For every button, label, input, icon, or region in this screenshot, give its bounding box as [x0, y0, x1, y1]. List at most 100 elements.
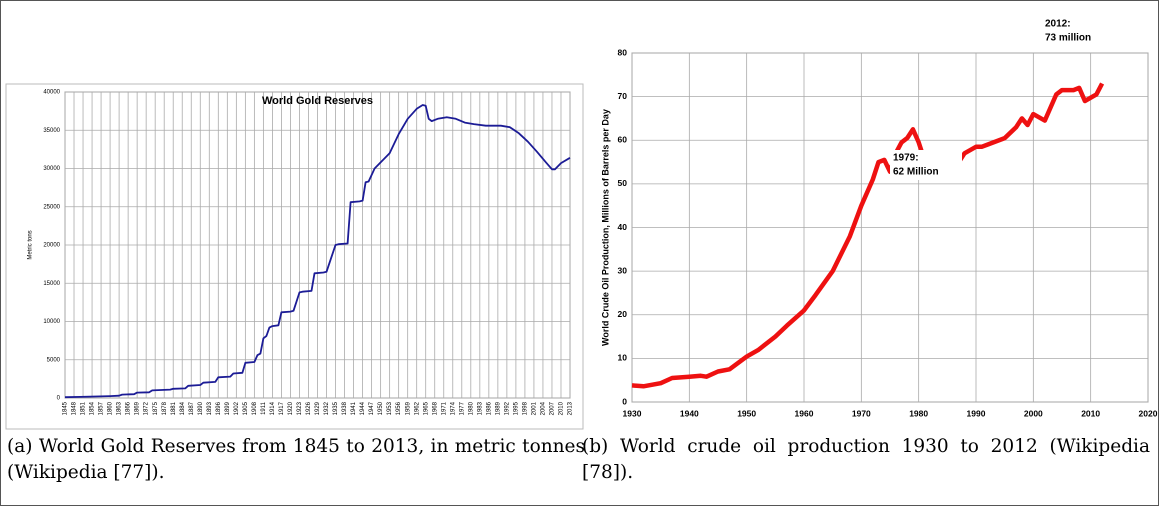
x-tick-label: 1983 — [477, 401, 483, 415]
x-tick-label: 1854 — [90, 401, 96, 415]
y-tick-label: 40 — [618, 222, 628, 232]
x-tick-label: 1965 — [423, 401, 429, 415]
x-tick-label: 1875 — [153, 401, 159, 415]
x-tick-label: 1905 — [243, 401, 249, 415]
x-tick-label: 1926 — [306, 401, 312, 415]
y-tick-label: 60 — [618, 135, 628, 145]
x-tick-label: 1971 — [441, 401, 447, 415]
x-tick-label: 1920 — [288, 401, 294, 415]
x-tick-label: 1845 — [63, 401, 69, 415]
x-tick-label: 1923 — [297, 401, 303, 415]
x-tick-label: 1980 — [468, 401, 474, 415]
x-tick-label: 1884 — [180, 401, 186, 415]
y-tick-label: 0 — [57, 396, 61, 402]
x-tick-label: 1872 — [144, 401, 150, 415]
annotation-bg — [1042, 16, 1114, 46]
y-tick-label: 20000 — [43, 243, 60, 249]
x-tick-label: 1911 — [261, 401, 267, 415]
x-tick-label: 1990 — [967, 408, 986, 418]
x-tick-label: 1878 — [162, 401, 168, 415]
x-tick-label: 1995 — [513, 401, 519, 415]
data-line — [64, 104, 571, 399]
data-line — [631, 82, 1105, 389]
x-tick-label: 1968 — [432, 401, 438, 415]
x-tick-label: 1851 — [81, 401, 87, 415]
x-tick-label: 1890 — [198, 401, 204, 415]
annotation: 1979: — [893, 153, 919, 164]
y-tick-label: 25000 — [43, 204, 60, 210]
x-tick-label: 1960 — [795, 408, 814, 418]
x-tick-label: 1863 — [117, 401, 123, 415]
x-tick-label: 1881 — [171, 401, 177, 415]
x-tick-label: 1869 — [135, 401, 141, 415]
x-tick-label: 2010 — [559, 401, 565, 415]
x-tick-label: 1962 — [414, 401, 420, 415]
x-tick-label: 1959 — [405, 401, 411, 415]
y-tick-label: 50 — [618, 178, 628, 188]
x-tick-label: 1932 — [324, 401, 330, 415]
x-tick-label: 1944 — [360, 401, 366, 415]
y-tick-label: 80 — [618, 47, 628, 57]
x-tick-label: 1941 — [351, 401, 357, 415]
caption: (a) World Gold Reserves from 1845 to 201… — [7, 436, 585, 483]
x-tick-label: 1893 — [207, 401, 213, 415]
x-tick-label: 1930 — [623, 408, 642, 418]
y-tick-label: 15000 — [43, 281, 60, 287]
charts: 0500010000150002000025000300003500040000… — [5, 16, 1158, 430]
x-tick-label: 1848 — [72, 401, 78, 415]
x-tick-label: 1980 — [909, 408, 928, 418]
x-tick-label: 1914 — [270, 401, 276, 415]
x-tick-label: 1970 — [852, 408, 871, 418]
annotation: 73 million — [1045, 33, 1091, 44]
x-tick-label: 1929 — [315, 401, 321, 415]
x-tick-label: 2007 — [550, 401, 556, 415]
x-tick-label: 1992 — [504, 401, 510, 415]
y-tick-label: 40000 — [43, 90, 60, 96]
y-tick-label: 35000 — [43, 128, 60, 134]
x-tick-label: 1998 — [522, 401, 528, 415]
y-axis-label: Metric tons — [28, 230, 34, 259]
x-tick-label: 1956 — [396, 401, 402, 415]
y-tick-label: 10 — [618, 353, 628, 363]
annotation-bg — [890, 150, 962, 180]
x-tick-label: 2010 — [1081, 408, 1100, 418]
x-tick-label: 1938 — [342, 401, 348, 415]
x-tick-label: 1908 — [252, 401, 258, 415]
annotation: 2012: — [1045, 19, 1071, 30]
y-tick-label: 70 — [618, 91, 628, 101]
y-tick-label: 20 — [618, 309, 628, 319]
chart-title: World Gold Reserves — [262, 95, 373, 107]
caption: (b) World crude oil production 1930 to 2… — [582, 436, 1150, 483]
x-tick-label: 2013 — [568, 401, 574, 415]
x-tick-label: 2001 — [532, 401, 538, 415]
y-axis-label: World Crude Oil Production, Millions of … — [600, 109, 610, 346]
x-tick-label: 2004 — [541, 401, 547, 415]
x-tick-label: 1977 — [459, 401, 465, 415]
x-tick-label: 1899 — [225, 401, 231, 415]
x-tick-label: 1887 — [189, 401, 195, 415]
x-tick-label: 1902 — [234, 401, 240, 415]
x-tick-label: 1857 — [99, 401, 105, 415]
x-tick-label: 1935 — [333, 401, 339, 415]
x-tick-label: 2000 — [1024, 408, 1043, 418]
x-tick-label: 1974 — [450, 401, 456, 415]
x-tick-label: 1953 — [387, 401, 393, 415]
y-tick-label: 10000 — [43, 319, 60, 325]
x-tick-label: 1917 — [279, 401, 285, 415]
y-tick-label: 0 — [622, 396, 627, 406]
annotation: 62 Million — [893, 167, 939, 178]
x-tick-label: 1950 — [378, 401, 384, 415]
chart-border — [5, 83, 584, 430]
x-tick-label: 1896 — [216, 401, 222, 415]
y-tick-label: 30000 — [43, 166, 60, 172]
y-tick-label: 5000 — [47, 357, 61, 363]
x-tick-label: 1989 — [495, 401, 501, 415]
y-tick-label: 30 — [618, 265, 628, 275]
x-tick-label: 1860 — [108, 401, 114, 415]
x-tick-label: 1940 — [680, 408, 699, 418]
x-tick-label: 2020 — [1139, 408, 1158, 418]
x-tick-label: 1947 — [369, 401, 375, 415]
x-tick-label: 1950 — [737, 408, 756, 418]
x-tick-label: 1866 — [126, 401, 132, 415]
